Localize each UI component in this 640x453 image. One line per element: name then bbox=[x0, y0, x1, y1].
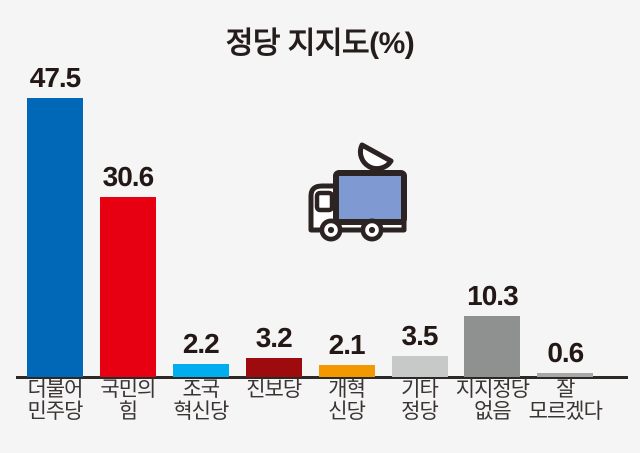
bar-value-2: 2.2 bbox=[182, 328, 220, 360]
bar-value-6: 10.3 bbox=[467, 280, 519, 312]
bar-label-5: 기타 정당 bbox=[401, 378, 439, 424]
van-front-wheel bbox=[319, 218, 343, 242]
bar-label-4: 개혁 신당 bbox=[328, 378, 366, 424]
bar-label-2: 조국 혁신당 bbox=[173, 378, 229, 424]
bar-value-1: 30.6 bbox=[102, 161, 155, 193]
van-satellite-dish bbox=[357, 142, 394, 172]
bar-value-0: 47.5 bbox=[29, 61, 82, 93]
van-window bbox=[314, 190, 335, 213]
van-box bbox=[333, 170, 407, 225]
bar-label-1: 국민의 힘 bbox=[100, 378, 156, 424]
bar-0 bbox=[27, 97, 83, 377]
bar-7 bbox=[537, 373, 594, 377]
van-rear-wheel bbox=[360, 218, 384, 242]
bar-1 bbox=[99, 197, 156, 377]
broadcast-van-icon bbox=[308, 142, 407, 242]
bar-6 bbox=[464, 316, 521, 377]
bar-label-0: 더불어 민주당 bbox=[27, 378, 84, 424]
chart-title: 정당 지지도(%) bbox=[225, 27, 415, 60]
bar-label-3: 진보당 bbox=[246, 378, 302, 401]
bar-value-7: 0.6 bbox=[547, 337, 584, 369]
bar-value-5: 3.5 bbox=[401, 320, 439, 352]
bar-label-7: 잘 모르겠다 bbox=[528, 378, 603, 424]
bar-3 bbox=[245, 358, 302, 377]
bar-label-6: 지지정당 없음 bbox=[455, 378, 530, 424]
bar-value-4: 2.1 bbox=[328, 328, 366, 360]
bar-4 bbox=[318, 364, 375, 377]
bar-5 bbox=[391, 356, 448, 377]
bar-value-3: 3.2 bbox=[255, 322, 293, 354]
x-axis-line bbox=[16, 376, 628, 379]
bar-2 bbox=[172, 364, 229, 377]
